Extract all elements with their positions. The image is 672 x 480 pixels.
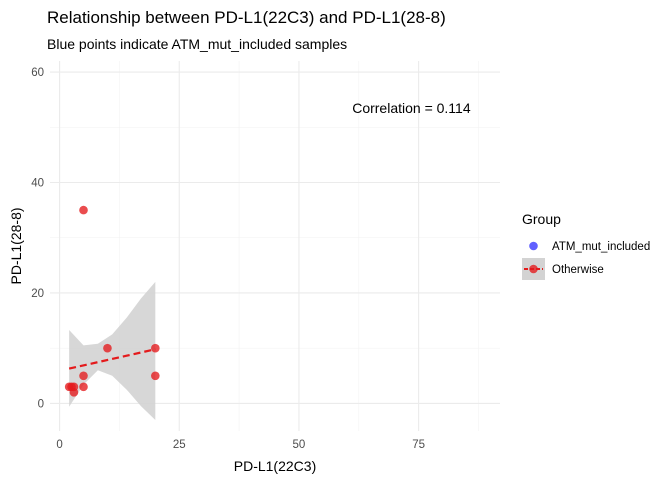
legend-entry-otherwise: Otherwise — [522, 258, 604, 280]
data-points — [64, 205, 160, 397]
legend-label: ATM_mut_included — [552, 241, 650, 253]
data-point — [79, 371, 88, 381]
trend-line — [68, 348, 156, 370]
legend-point-key — [529, 241, 538, 251]
x-tick-label: 50 — [293, 439, 306, 451]
y-tick-label: 0 — [38, 398, 44, 410]
x-axis-ticks: 0 25 50 75 — [56, 439, 425, 451]
grid-major — [50, 61, 500, 431]
confidence-band — [69, 281, 156, 420]
legend: Group ATM_mut_included Otherwise — [522, 211, 650, 280]
data-point — [79, 205, 88, 215]
legend-label: Otherwise — [552, 264, 604, 276]
chart-subtitle: Blue points indicate ATM_mut_included sa… — [47, 36, 347, 52]
legend-entry-atm-mut-included: ATM_mut_included — [529, 241, 650, 253]
x-tick-label: 75 — [412, 439, 425, 451]
y-axis-ticks: 0 20 40 60 — [31, 67, 44, 410]
correlation-annotation: Correlation = 0.114 — [352, 100, 471, 116]
data-point — [103, 343, 112, 353]
y-tick-label: 60 — [31, 67, 44, 79]
y-tick-label: 40 — [31, 177, 44, 189]
plot-panel: Correlation = 0.114 — [50, 61, 500, 431]
x-axis-title: PD-L1(22C3) — [234, 458, 316, 474]
legend-title: Group — [522, 211, 561, 227]
data-point — [151, 371, 160, 381]
legend-point-key — [529, 264, 538, 274]
y-axis-title: PD-L1(28-8) — [8, 207, 24, 284]
data-point — [79, 382, 88, 392]
data-point — [69, 382, 79, 392]
x-tick-label: 25 — [173, 439, 186, 451]
chart-title: Relationship between PD-L1(22C3) and PD-… — [47, 8, 446, 27]
y-tick-label: 20 — [31, 288, 44, 300]
data-point — [151, 343, 160, 353]
x-tick-label: 0 — [56, 439, 62, 451]
